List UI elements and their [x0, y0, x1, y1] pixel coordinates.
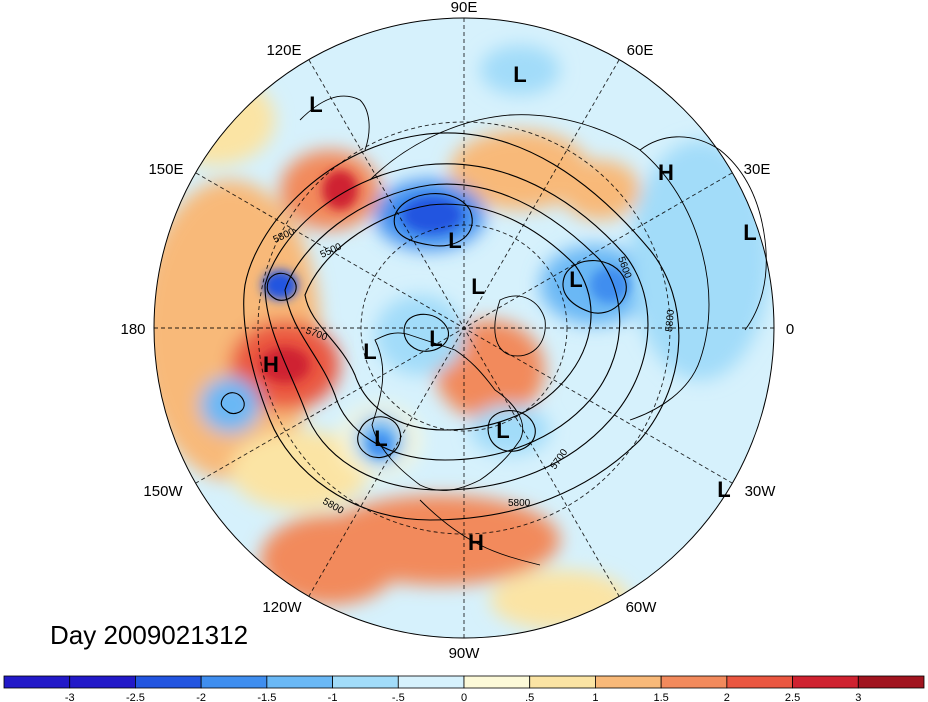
low-marker: L	[569, 267, 582, 292]
low-marker: L	[374, 426, 387, 451]
lon-label-60e: 60E	[627, 42, 654, 59]
longitude-labels: 90E 60E 30E 0 30W 60W 90W 120W 150W 180 …	[120, 0, 794, 662]
lon-label-30w: 30W	[745, 483, 777, 500]
colorbar: -3 -2.5 -2 -1.5 -1 -.5 0 .5 1 1.5 2 2.5 3	[3, 675, 925, 702]
lon-label-180: 180	[120, 321, 145, 338]
colorbar-tick-label: 2	[724, 692, 730, 702]
colorbar-box	[3, 675, 71, 689]
lon-label-30e: 30E	[744, 161, 771, 178]
colorbar-box	[660, 675, 728, 689]
colorbar-box	[529, 675, 596, 689]
colorbar-tick-label: 2.5	[785, 692, 800, 702]
colorbar-box	[792, 675, 859, 689]
low-marker: L	[743, 220, 756, 245]
colorbar-box	[200, 675, 268, 689]
colorbar-tick-label: 3	[855, 692, 861, 702]
low-marker: L	[429, 326, 442, 351]
lon-label-90w: 90W	[449, 645, 481, 662]
low-marker: L	[471, 274, 484, 299]
lon-label-120w: 120W	[262, 599, 302, 616]
contour-label: 5800	[508, 498, 531, 509]
low-marker: L	[448, 228, 461, 253]
colorbar-tick-label: 1	[592, 692, 598, 702]
pressure-centers: L L L L L L L L L L L H H H	[263, 62, 757, 555]
contour-label: 5800	[664, 309, 677, 333]
contour-low-sw	[357, 416, 402, 458]
low-marker: L	[513, 62, 526, 87]
low-marker: L	[717, 477, 730, 502]
colorbar-box	[332, 675, 399, 689]
colorbar-tick-label: .5	[525, 692, 534, 702]
lon-label-150w: 150W	[143, 483, 183, 500]
coast-asia-east	[299, 95, 370, 151]
colorbar-tick-label: 1.5	[653, 692, 668, 702]
contour-low-pacific	[220, 392, 245, 415]
coastlines	[299, 95, 767, 566]
colorbar-box	[135, 675, 202, 689]
contour-5600	[284, 183, 621, 461]
colorbar-tick-label: 0	[461, 692, 467, 702]
contour-low-west	[266, 272, 297, 301]
coast-greenland	[494, 295, 546, 357]
height-contours	[220, 132, 680, 521]
day-title: Day 2009021312	[50, 620, 249, 650]
lon-label-0: 0	[786, 321, 794, 338]
graticule	[154, 18, 774, 638]
colorbar-box	[463, 675, 531, 689]
coast-north-america	[371, 332, 524, 491]
colorbar-tick-label: -2.5	[126, 692, 145, 702]
colorbar-box	[595, 675, 662, 689]
colorbar-box	[726, 675, 793, 689]
coast-europe	[639, 136, 767, 331]
lon-label-90e: 90E	[451, 0, 478, 16]
lon-label-150e: 150E	[148, 161, 183, 178]
colorbar-box	[69, 675, 136, 689]
colorbar-tick-label: -2	[196, 692, 206, 702]
colorbar-tick-label: -3	[65, 692, 75, 702]
colorbar-tick-label: -.5	[392, 692, 405, 702]
contour-low-se	[487, 410, 536, 452]
colorbar-box	[397, 675, 465, 689]
coast-central-america	[419, 499, 541, 566]
contour-5700	[264, 163, 649, 491]
low-marker: L	[309, 92, 322, 117]
low-marker: L	[363, 339, 376, 364]
high-marker: H	[658, 160, 674, 185]
contour-low-east	[562, 260, 627, 314]
low-marker: L	[496, 418, 509, 443]
high-marker: H	[263, 352, 279, 377]
colorbar-tick-label: -1.5	[257, 692, 276, 702]
contour-low-north	[393, 193, 473, 247]
contour-5800-outer	[243, 132, 680, 521]
coast-eurasia	[369, 114, 710, 421]
lon-label-120e: 120E	[266, 42, 301, 59]
colorbar-box	[266, 675, 333, 689]
high-marker: H	[468, 530, 484, 555]
colorbar-box	[857, 675, 925, 689]
contour-5500	[304, 203, 592, 431]
lon-label-60w: 60W	[626, 599, 658, 616]
colorbar-tick-label: -1	[328, 692, 338, 702]
